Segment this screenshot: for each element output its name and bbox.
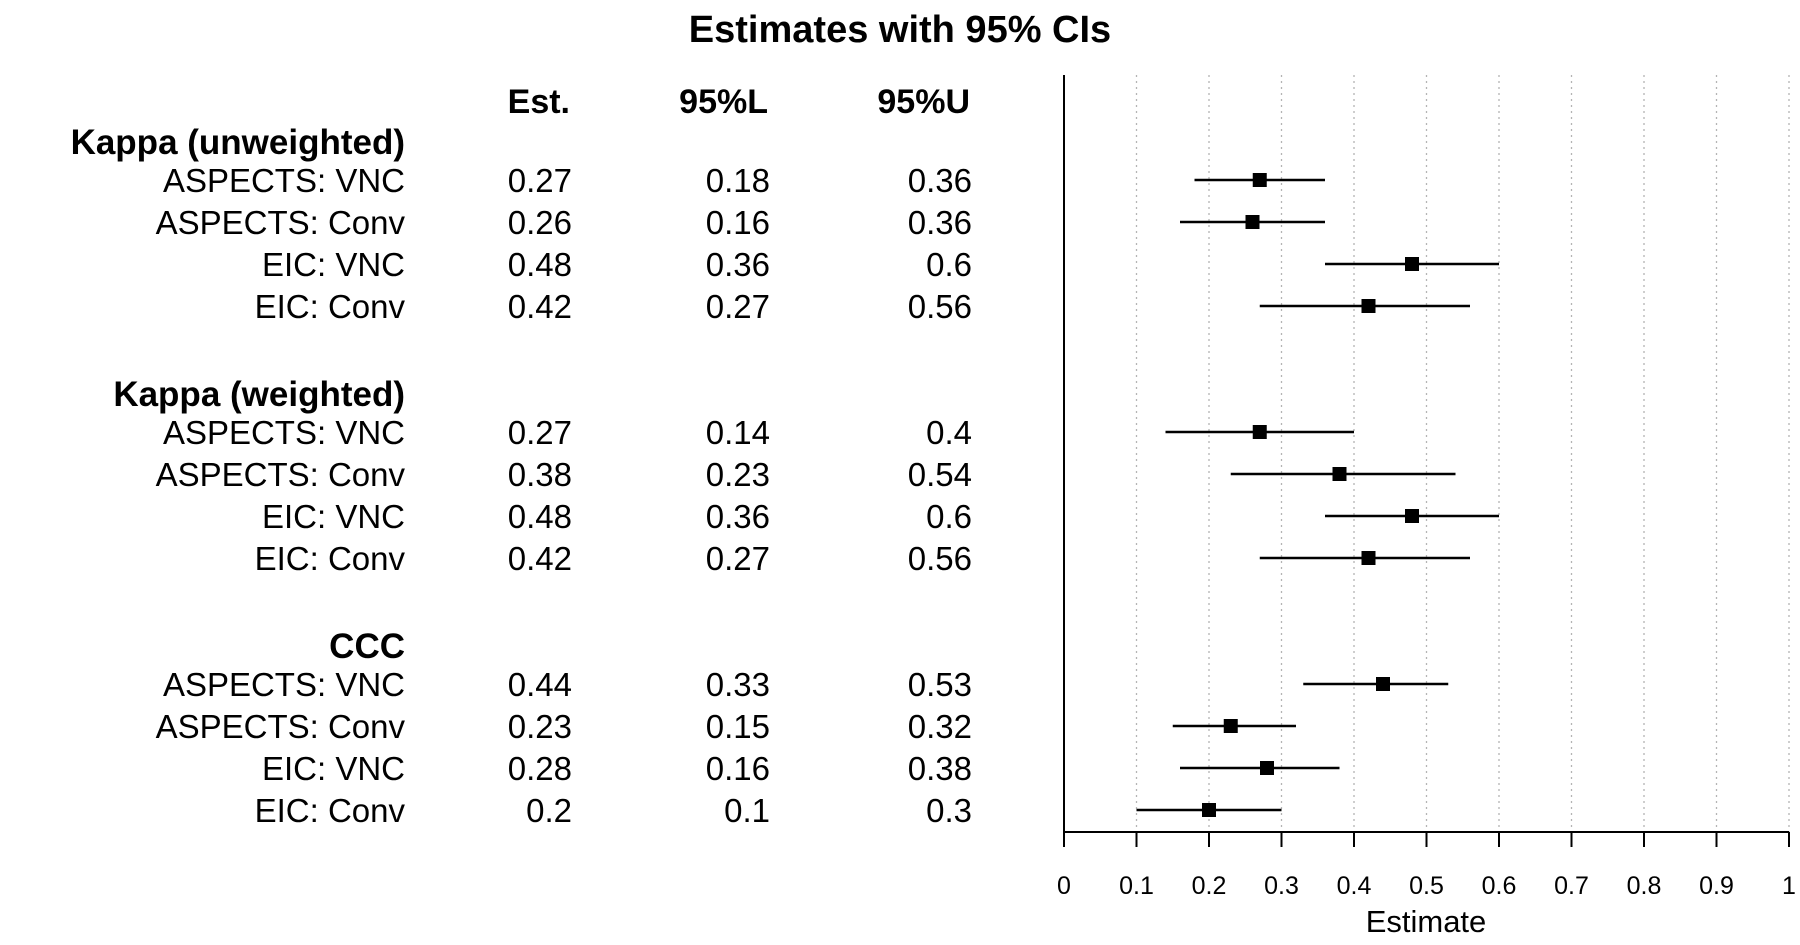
upper-ci-value: 0.36	[908, 162, 972, 199]
upper-ci-value: 0.36	[908, 204, 972, 241]
upper-ci-value: 0.6	[926, 498, 972, 535]
estimate-value: 0.48	[508, 498, 572, 535]
estimate-point	[1361, 299, 1376, 313]
column-header-est: Est.	[508, 83, 570, 121]
estimate-value: 0.27	[508, 414, 572, 451]
upper-ci-value: 0.56	[908, 540, 972, 577]
lower-ci-value: 0.36	[706, 498, 770, 535]
group-header: CCC	[329, 627, 405, 666]
chart-title: Estimates with 95% CIs	[689, 9, 1111, 51]
estimate-value: 0.44	[508, 666, 572, 703]
column-header-upper: 95%U	[877, 83, 970, 121]
x-tick-label: 1	[1782, 872, 1796, 900]
estimate-value: 0.26	[508, 204, 572, 241]
estimate-value: 0.27	[508, 162, 572, 199]
gridlines	[1135, 75, 1790, 832]
lower-ci-value: 0.27	[706, 288, 770, 325]
x-tick-label: 0.3	[1264, 872, 1299, 900]
lower-ci-value: 0.23	[706, 456, 770, 493]
row-label: EIC: Conv	[255, 792, 406, 829]
estimate-value: 0.38	[508, 456, 572, 493]
lower-ci-value: 0.27	[706, 540, 770, 577]
row-label: EIC: VNC	[262, 750, 405, 787]
estimate-value: 0.23	[508, 708, 572, 745]
estimate-point	[1332, 467, 1347, 481]
upper-ci-value: 0.6	[926, 246, 972, 283]
x-axis-label: Estimate	[1366, 904, 1487, 939]
lower-ci-value: 0.18	[706, 162, 770, 199]
x-tick-label: 0.4	[1337, 872, 1372, 900]
x-tick-label: 0.5	[1409, 872, 1444, 900]
x-tick-label: 0.6	[1482, 872, 1517, 900]
row-label: ASPECTS: VNC	[163, 666, 405, 703]
lower-ci-value: 0.14	[706, 414, 770, 451]
row-label: ASPECTS: VNC	[163, 414, 405, 451]
x-tick-label: 0.9	[1699, 872, 1734, 900]
estimate-point	[1252, 173, 1267, 187]
estimate-point	[1260, 761, 1274, 775]
axes: 0 0.1 0.2 0.3 0.4 0.5 0.6 0.7 0.8 0.9 1	[1057, 75, 1796, 900]
estimate-point	[1405, 257, 1419, 271]
estimate-value: 0.28	[508, 750, 572, 787]
estimate-point	[1202, 803, 1216, 817]
row-label: EIC: VNC	[262, 246, 405, 283]
upper-ci-value: 0.38	[908, 750, 972, 787]
ci-marks	[1136, 173, 1499, 817]
row-label: ASPECTS: VNC	[163, 162, 405, 199]
estimate-point	[1361, 551, 1376, 565]
estimate-value: 0.42	[508, 288, 572, 325]
lower-ci-value: 0.33	[706, 666, 770, 703]
group-header: Kappa (weighted)	[113, 375, 405, 414]
estimate-point	[1245, 215, 1260, 229]
upper-ci-value: 0.54	[908, 456, 972, 493]
x-tick-label: 0.8	[1627, 872, 1662, 900]
x-tick-label: 0.2	[1192, 872, 1227, 900]
estimate-point	[1405, 509, 1419, 523]
lower-ci-value: 0.15	[706, 708, 770, 745]
row-label: ASPECTS: Conv	[156, 708, 406, 745]
upper-ci-value: 0.32	[908, 708, 972, 745]
upper-ci-value: 0.53	[908, 666, 972, 703]
upper-ci-value: 0.4	[926, 414, 972, 451]
column-header-lower: 95%L	[679, 83, 768, 121]
row-label: EIC: Conv	[255, 288, 406, 325]
row-label: EIC: VNC	[262, 498, 405, 535]
group-header: Kappa (unweighted)	[71, 123, 405, 162]
estimate-point	[1376, 677, 1390, 691]
row-label: ASPECTS: Conv	[156, 456, 406, 493]
estimate-value: 0.48	[508, 246, 572, 283]
lower-ci-value: 0.36	[706, 246, 770, 283]
upper-ci-value: 0.56	[908, 288, 972, 325]
estimate-point	[1223, 719, 1238, 733]
x-tick-label: 0.1	[1119, 872, 1154, 900]
estimate-value: 0.2	[526, 792, 572, 829]
row-label: ASPECTS: Conv	[156, 204, 406, 241]
upper-ci-value: 0.3	[926, 792, 972, 829]
lower-ci-value: 0.1	[724, 792, 770, 829]
lower-ci-value: 0.16	[706, 750, 770, 787]
estimate-value: 0.42	[508, 540, 572, 577]
x-tick-label: 0	[1057, 872, 1071, 900]
estimate-table: Kappa (unweighted)ASPECTS: VNC 0.27 0.18 0.…	[71, 123, 972, 829]
estimate-point	[1252, 425, 1267, 439]
lower-ci-value: 0.16	[706, 204, 770, 241]
x-tick-label: 0.7	[1554, 872, 1589, 900]
row-label: EIC: Conv	[255, 540, 406, 577]
